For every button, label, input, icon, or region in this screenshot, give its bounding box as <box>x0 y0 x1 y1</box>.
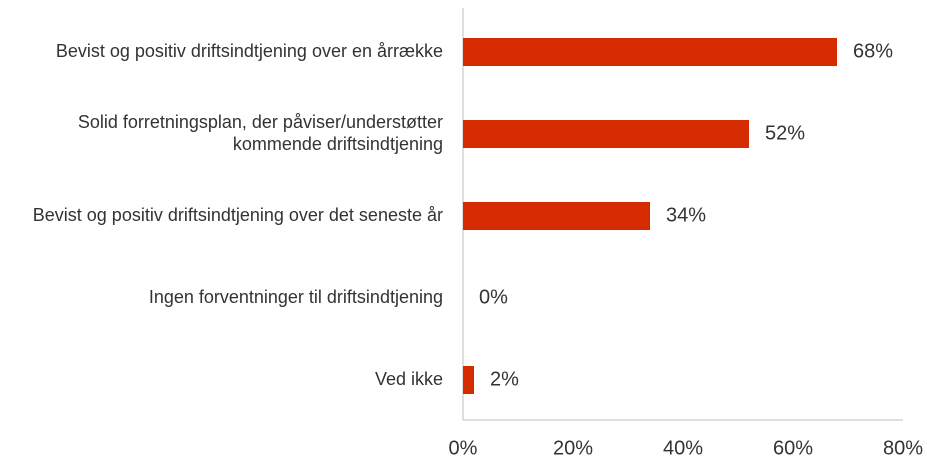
y-tick-label: Bevist og positiv driftsindtjening over … <box>33 205 443 225</box>
y-tick-label: Solid forretningsplan, der påviser/under… <box>78 112 443 154</box>
value-label: 2% <box>490 368 519 390</box>
x-tick-label: 40% <box>663 437 703 459</box>
x-tick-label: 20% <box>553 437 593 459</box>
value-label: 52% <box>765 122 805 144</box>
y-tick-label: Ved ikke <box>375 369 443 389</box>
bar <box>463 366 474 394</box>
value-label: 0% <box>479 286 508 308</box>
bar <box>463 120 749 148</box>
bar <box>463 202 650 230</box>
y-tick-label: Bevist og positiv driftsindtjening over … <box>56 41 443 61</box>
bar <box>463 38 837 66</box>
y-tick-label: Ingen forventninger til driftsindtjening <box>149 287 443 307</box>
value-label: 68% <box>853 40 893 62</box>
x-tick-label: 80% <box>883 437 923 459</box>
x-tick-label: 0% <box>449 437 478 459</box>
x-tick-label: 60% <box>773 437 813 459</box>
value-label: 34% <box>666 204 706 226</box>
